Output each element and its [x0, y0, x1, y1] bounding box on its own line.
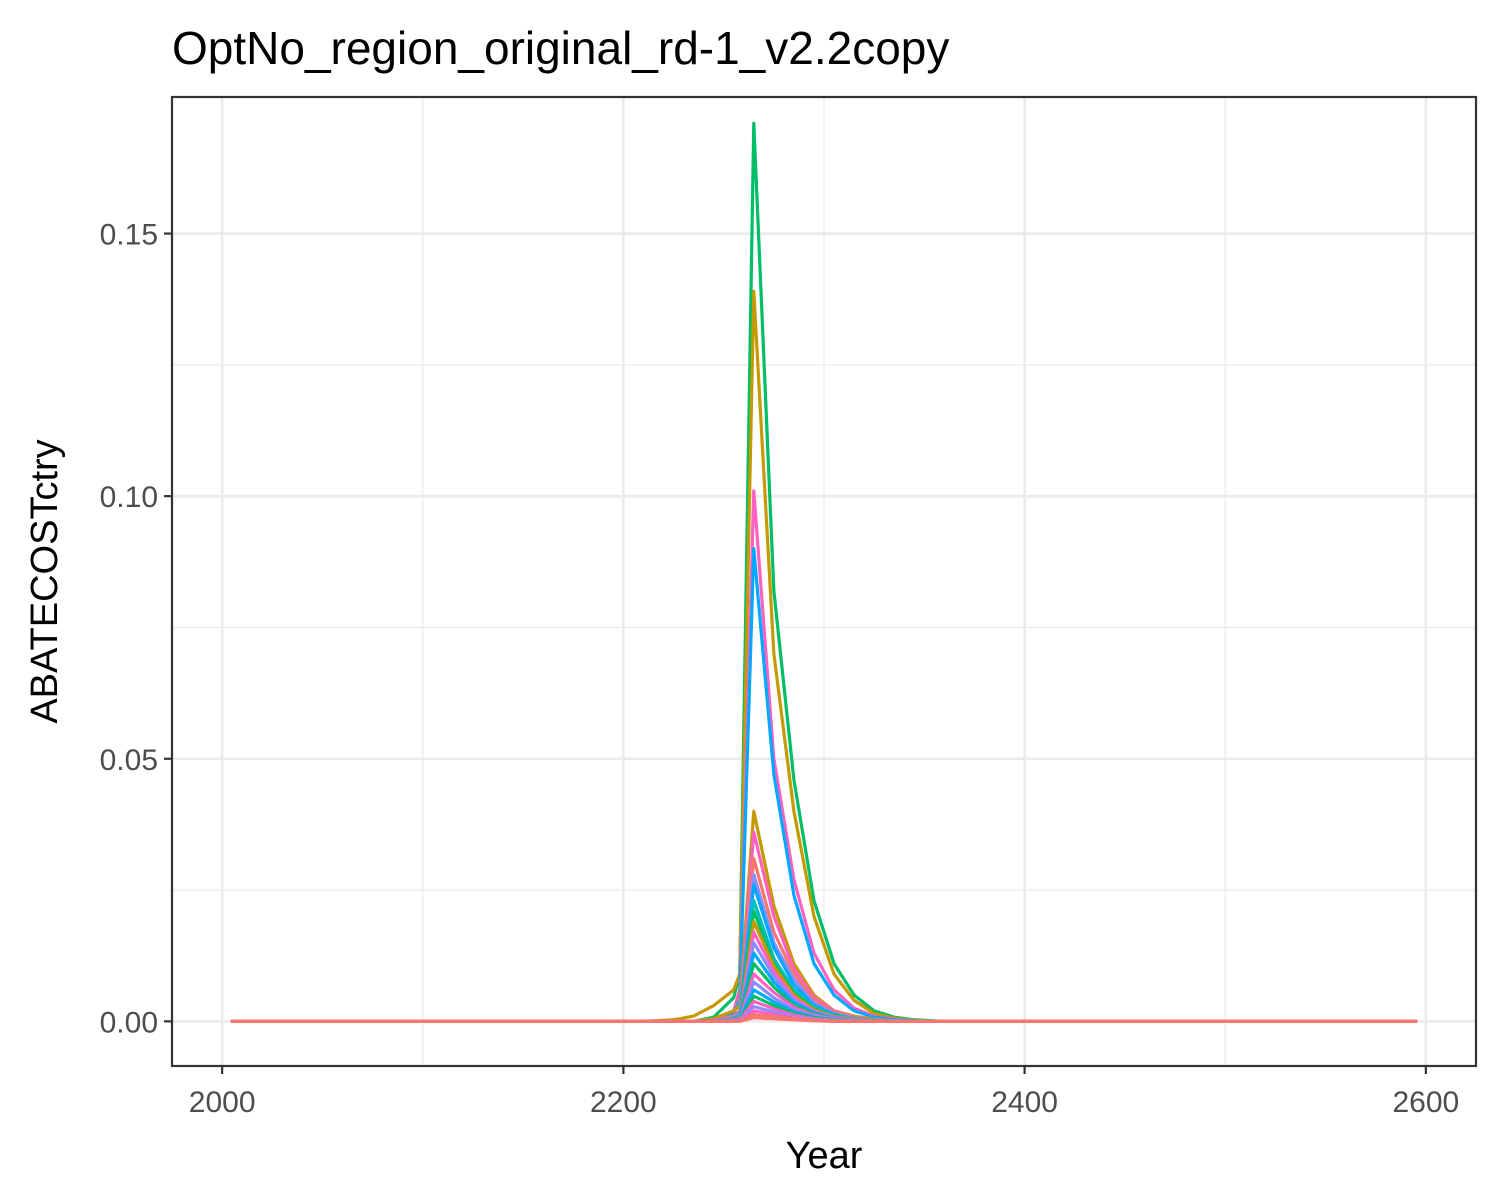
x-axis: 2000 2200 2400 2600: [189, 1066, 1459, 1119]
y-tick-label: 0.00: [100, 1006, 158, 1039]
x-tick-label: 2600: [1392, 1086, 1459, 1119]
x-tick-label: 2400: [991, 1086, 1058, 1119]
series-line-25: [230, 1016, 1418, 1023]
x-axis-title: Year: [786, 1135, 863, 1177]
x-tick-label: 2000: [189, 1086, 256, 1119]
y-axis-title: ABATECOSTctry: [24, 439, 66, 723]
y-tick-label: 0.05: [100, 744, 158, 777]
y-tick-label: 0.15: [100, 219, 158, 252]
chart-title: OptNo_region_original_rd-1_v2.2copy: [172, 22, 949, 74]
y-tick-label: 0.10: [100, 481, 158, 514]
panel-border: [170, 95, 1478, 1068]
series-lines: [230, 121, 1418, 1023]
x-tick-label: 2200: [590, 1086, 657, 1119]
y-axis: 0.00 0.05 0.10 0.15: [100, 219, 172, 1039]
